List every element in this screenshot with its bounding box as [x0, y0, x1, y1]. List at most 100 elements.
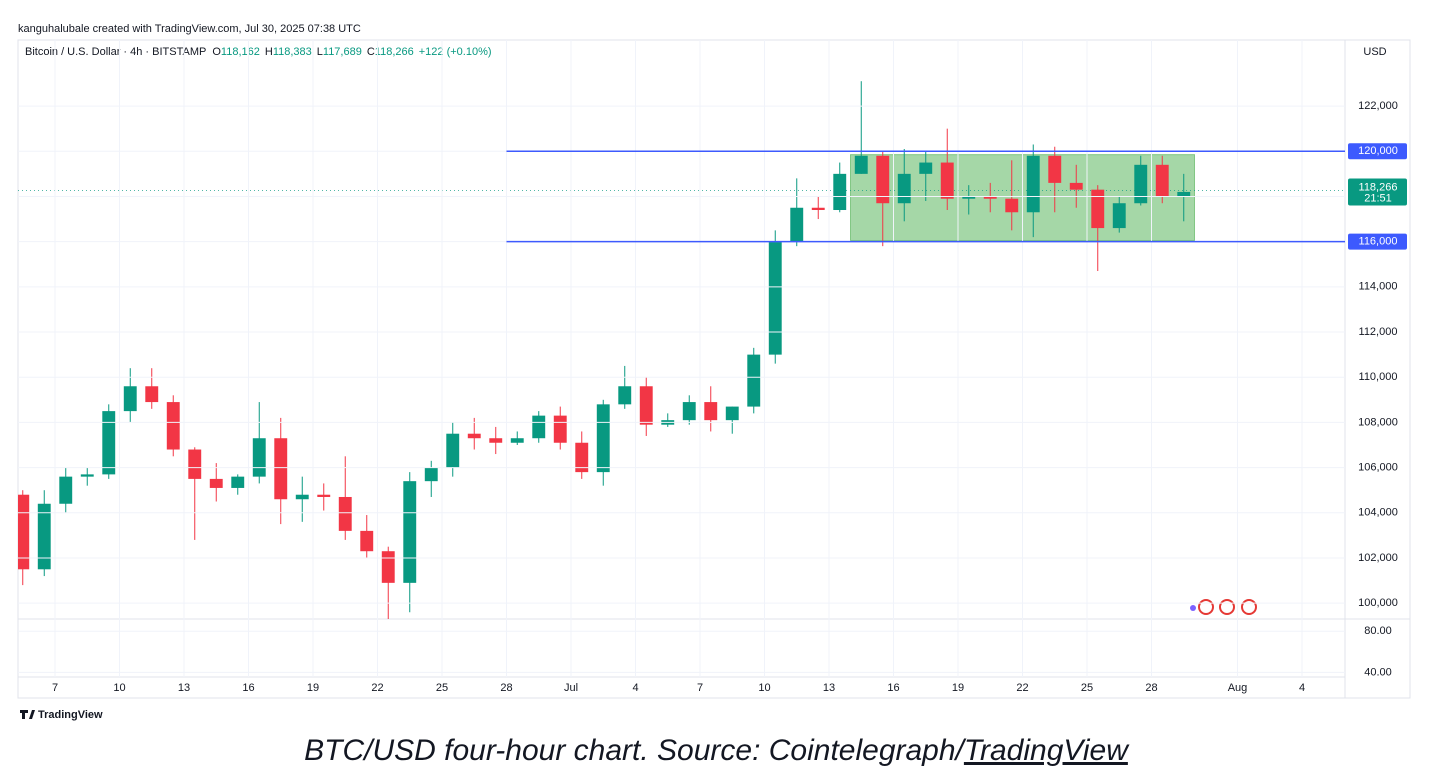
- candle-body: [37, 503, 51, 570]
- x-tick-label: 10: [113, 682, 125, 694]
- candle-body: [209, 478, 223, 488]
- x-tick-label: Jul: [564, 682, 578, 694]
- candle-body: [704, 402, 718, 421]
- candle-body: [338, 496, 352, 531]
- caption: BTC/USD four-hour chart. Source: Cointel…: [304, 734, 1130, 767]
- last-price-label: 118,266: [1359, 181, 1398, 193]
- x-tick-label: 28: [500, 682, 512, 694]
- candle-body: [252, 438, 266, 477]
- candle-body: [1112, 203, 1126, 229]
- volume-tick-label: 80.00: [1364, 625, 1392, 637]
- candle-body: [1155, 164, 1169, 197]
- volume-tick-label: 40.00: [1364, 666, 1392, 678]
- ohlc-value: 117,689: [323, 46, 362, 58]
- x-tick-label: 4: [632, 682, 638, 694]
- candle-body: [1069, 182, 1083, 190]
- symbol-legend: Bitcoin / U.S. Dollar · 4h · BITSTAMP O11…: [25, 46, 492, 58]
- candle-body: [983, 196, 997, 199]
- last-price-box: [1348, 178, 1407, 206]
- y-tick-label: 106,000: [1358, 462, 1398, 474]
- ohlc-key: O: [212, 46, 221, 58]
- candle-body: [596, 404, 610, 473]
- candle-body: [639, 386, 653, 425]
- x-tick-label: 13: [178, 682, 190, 694]
- candle-body: [145, 386, 159, 403]
- candle-body: [962, 196, 976, 199]
- x-tick-label: 25: [436, 682, 448, 694]
- candle-body: [747, 354, 761, 407]
- candle-body: [876, 155, 890, 204]
- x-tick-label: 19: [307, 682, 319, 694]
- candle-body: [940, 162, 954, 199]
- candle-body: [446, 433, 460, 468]
- x-tick-label: 13: [823, 682, 835, 694]
- event-icons: [1190, 599, 1257, 615]
- ohlc-key: C: [367, 46, 375, 58]
- candle-body: [295, 494, 309, 500]
- candle-body: [618, 386, 632, 405]
- x-tick-label: 10: [758, 682, 770, 694]
- candle-body: [166, 402, 180, 450]
- candle-body: [403, 481, 417, 583]
- y-tick-label: 112,000: [1359, 326, 1398, 338]
- currency: USD: [1363, 46, 1386, 58]
- candle-body: [919, 162, 933, 174]
- candle-body: [18, 494, 30, 570]
- candle-body: [123, 386, 137, 412]
- x-tick-label: 28: [1145, 682, 1157, 694]
- candle-body: [1134, 164, 1148, 204]
- x-tick-label: 16: [242, 682, 254, 694]
- level-label: 120,000: [1358, 145, 1398, 157]
- candle-body: [510, 438, 524, 443]
- credit: kanguhalubale created with TradingView.c…: [18, 23, 361, 35]
- candle-body: [575, 442, 589, 473]
- y-tick-label: 108,000: [1358, 416, 1398, 428]
- candle-body: [725, 406, 739, 421]
- event-icon: [1241, 599, 1257, 615]
- candle-body: [467, 433, 481, 439]
- candle-body: [854, 155, 868, 174]
- candle-body: [80, 474, 94, 477]
- candle-body: [897, 173, 911, 204]
- y-tick-label: 104,000: [1358, 507, 1398, 519]
- candle-body: [790, 207, 804, 242]
- candle-body: [768, 241, 782, 355]
- event-icon: [1198, 599, 1214, 615]
- y-tick-label: 122,000: [1358, 100, 1398, 112]
- change: +122 (+0.10%): [419, 46, 492, 58]
- candle-body: [274, 438, 288, 500]
- caption-text: BTC/USD four-hour chart. Source: Cointel…: [304, 734, 966, 767]
- ohlc-key: H: [265, 46, 273, 58]
- candle-body: [360, 530, 374, 552]
- candle-body: [489, 438, 503, 443]
- logo-text: TradingView: [38, 709, 103, 721]
- event-icon: [1219, 599, 1235, 615]
- symbol-line: Bitcoin / U.S. Dollar · 4h · BITSTAMP O11…: [25, 46, 492, 58]
- caption-link[interactable]: TradingView: [964, 734, 1130, 767]
- candle-body: [833, 173, 847, 211]
- y-tick-label: 100,000: [1358, 597, 1398, 609]
- candle-body: [1177, 191, 1191, 197]
- candle-body: [811, 207, 825, 211]
- y-tick-label: 114,000: [1359, 281, 1398, 293]
- symbol: Bitcoin / U.S. Dollar · 4h · BITSTAMP: [25, 46, 206, 58]
- ohlc-value: 118,266: [375, 46, 414, 58]
- x-tick-label: 25: [1081, 682, 1093, 694]
- candle-body: [682, 402, 696, 421]
- candle-body: [381, 551, 395, 583]
- x-tick-label: 22: [1016, 682, 1028, 694]
- event-dot: [1190, 605, 1196, 611]
- ohlc-value: 118,383: [273, 46, 312, 58]
- candle-body: [1026, 155, 1040, 213]
- level-label-box: [1348, 143, 1407, 160]
- ohlc-value: 118,162: [221, 46, 260, 58]
- x-tick-label: 19: [952, 682, 964, 694]
- candle-body: [1005, 198, 1019, 213]
- candle-body: [1048, 155, 1062, 183]
- level-label-box: [1348, 233, 1407, 250]
- candle-body: [59, 476, 73, 504]
- candle-body: [1091, 189, 1105, 229]
- y-tick-label: 102,000: [1358, 552, 1398, 564]
- candle-body: [532, 415, 546, 439]
